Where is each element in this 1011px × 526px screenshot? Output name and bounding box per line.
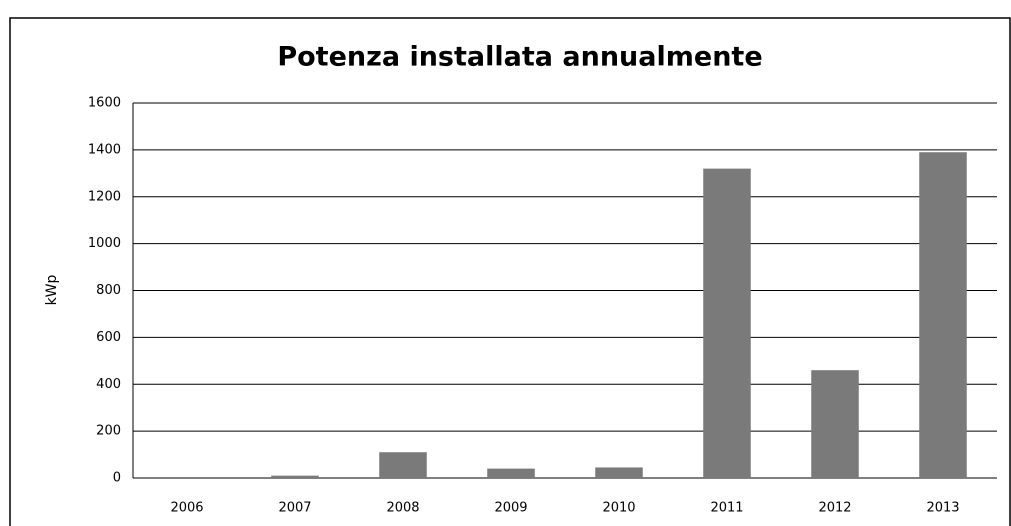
y-tick-label: 1400 [88,142,121,157]
x-tick-label: 2013 [926,501,959,516]
x-tick-label: 2009 [494,501,527,516]
bar [271,475,319,478]
y-tick-label: 600 [96,330,121,345]
bar [595,467,643,478]
y-tick-label: 400 [96,377,121,392]
bar [379,452,427,478]
y-tick-label: 1200 [88,189,121,204]
x-tick-label: 2008 [386,501,419,516]
x-tick-label: 2012 [818,501,851,516]
x-tick-label: 2006 [170,501,203,516]
y-tick-label: 1600 [88,96,121,111]
chart-title: Potenza installata annualmente [277,42,762,73]
x-tick-label: 2007 [278,501,311,516]
y-tick-label: 800 [96,283,121,298]
bar [919,152,967,478]
chart-frame [9,17,1011,526]
bar [811,370,859,478]
y-tick-label: 1000 [88,236,121,251]
bar [703,168,751,478]
y-tick-label: 0 [113,471,121,486]
y-tick-label: 200 [96,424,121,439]
x-tick-label: 2011 [710,501,743,516]
y-axis-label: kWp [44,274,60,305]
bar [487,468,535,478]
x-tick-label: 2010 [602,501,635,516]
